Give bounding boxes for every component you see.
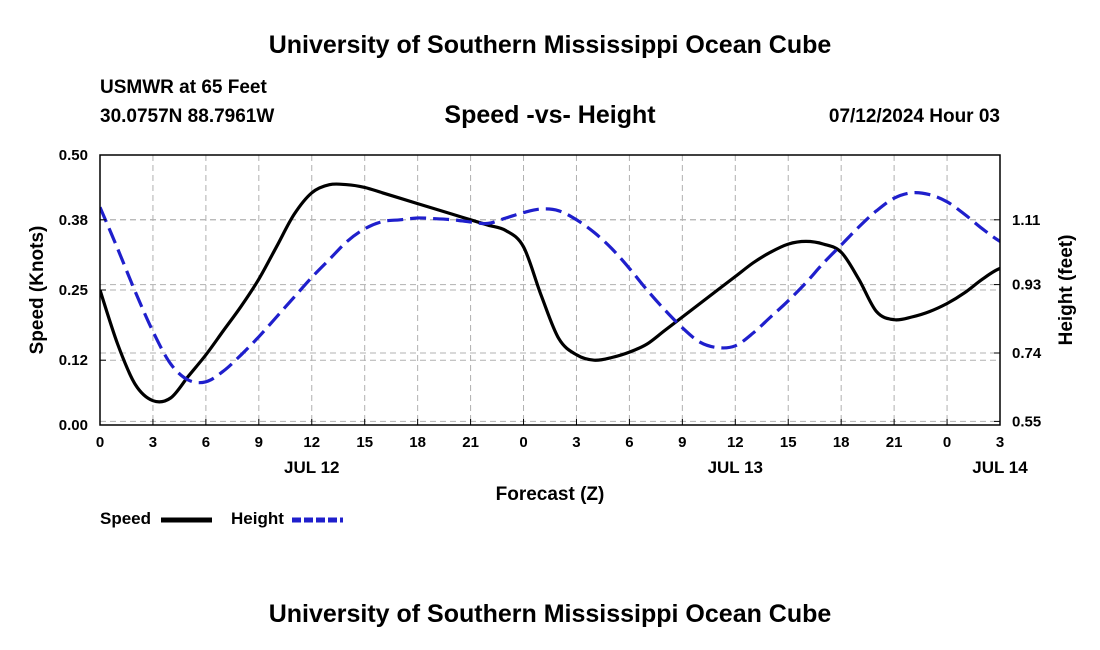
y-tick-label: 0.38 [59, 212, 88, 229]
station-coordinates: 30.0757N 88.7961W [100, 106, 275, 127]
x-tick-label: 9 [678, 434, 686, 451]
x-tick-label: 15 [780, 434, 797, 451]
y-right-tick-label: 0.93 [1012, 277, 1041, 294]
height-series-line [100, 191, 1000, 385]
x-tick-label: 3 [149, 434, 157, 451]
x-tick-label: 18 [409, 434, 426, 451]
x-tick-label: 0 [519, 434, 527, 451]
y-tick-label: 0.25 [59, 282, 88, 299]
series-layer [100, 182, 1000, 404]
x-tick-label: 9 [255, 434, 263, 451]
station-label: USMWR at 65 Feet [100, 77, 267, 98]
x-tick-label: 0 [96, 434, 104, 451]
y-tick-label: 0.00 [59, 417, 88, 434]
y-axis-label: Speed (Knots) [27, 226, 48, 355]
speed-series-line [100, 182, 1000, 404]
x-date-label: JUL 12 [284, 458, 339, 477]
x-tick-label: 21 [886, 434, 903, 451]
y-right-tick-label: 1.11 [1012, 212, 1040, 229]
y-tick-label: 0.12 [59, 352, 88, 369]
y-tick-label: 0.50 [59, 147, 88, 164]
x-tick-label: 0 [943, 434, 951, 451]
x-date-label: JUL 13 [708, 458, 763, 477]
x-tick-label: 3 [996, 434, 1004, 451]
axis-layer: 0 3 6 9 12 15 18 21 0 3 6 9 12 15 18 21 0 3 0.00 0.12 0.25 0.… [59, 147, 1042, 477]
x-tick-label: 6 [202, 434, 210, 451]
grid-layer [100, 155, 1000, 425]
footer-title: University of Southern Mississippi Ocean… [268, 600, 832, 628]
x-tick-label: 12 [303, 434, 320, 451]
x-tick-label: 15 [356, 434, 373, 451]
y-right-tick-label: 0.55 [1012, 413, 1041, 430]
chart-subtitle: Speed -vs- Height [444, 101, 656, 129]
y-right-tick-label: 0.74 [1012, 345, 1042, 362]
x-axis-label: Forecast (Z) [496, 484, 605, 505]
y-right-axis-label: Height (feet) [1056, 235, 1077, 346]
x-tick-label: 12 [727, 434, 744, 451]
x-tick-label: 21 [462, 434, 479, 451]
x-date-label: JUL 14 [972, 458, 1028, 477]
legend-speed-label: Speed [100, 509, 152, 528]
x-tick-label: 18 [833, 434, 850, 451]
x-tick-label: 6 [625, 434, 633, 451]
legend-height-label: Height [231, 509, 284, 528]
chart-title: University of Southern Mississippi Ocean… [268, 31, 832, 59]
x-tick-label: 3 [572, 434, 580, 451]
forecast-datetime: 07/12/2024 Hour 03 [828, 106, 1000, 127]
